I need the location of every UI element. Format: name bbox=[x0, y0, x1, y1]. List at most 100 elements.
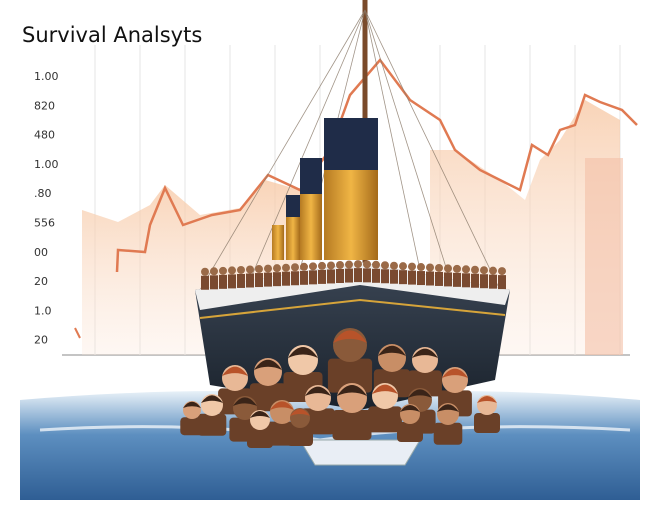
passenger bbox=[300, 262, 308, 271]
passenger-body bbox=[381, 269, 389, 284]
person-hair bbox=[201, 395, 223, 403]
passenger bbox=[417, 263, 425, 272]
y-label: 1.00 bbox=[34, 70, 59, 83]
passenger-body bbox=[435, 271, 443, 286]
passenger-body bbox=[480, 274, 488, 289]
passenger bbox=[282, 263, 290, 272]
person-hair bbox=[333, 330, 367, 343]
person-body bbox=[368, 406, 402, 433]
y-label: 00 bbox=[34, 246, 48, 259]
passenger-body bbox=[219, 274, 227, 289]
passenger-body bbox=[462, 273, 470, 288]
person-hair bbox=[378, 345, 406, 356]
chart-title: Survival Analsyts bbox=[22, 23, 202, 47]
person-body bbox=[247, 428, 273, 448]
passenger-body bbox=[426, 271, 434, 286]
passenger bbox=[390, 261, 398, 270]
passenger-body bbox=[390, 269, 398, 284]
person-hair bbox=[412, 348, 438, 358]
passenger bbox=[345, 260, 353, 269]
person-body bbox=[287, 426, 313, 446]
passenger-body bbox=[264, 272, 272, 287]
crowd-deck bbox=[201, 260, 506, 290]
passenger bbox=[372, 260, 380, 269]
person-body bbox=[180, 417, 204, 436]
passenger bbox=[201, 267, 209, 276]
passenger-body bbox=[453, 272, 461, 287]
passenger bbox=[219, 266, 227, 275]
passenger-body bbox=[291, 271, 299, 286]
passenger bbox=[462, 265, 470, 274]
passenger bbox=[309, 262, 317, 271]
ship bbox=[180, 0, 510, 466]
y-label: 556 bbox=[34, 217, 55, 230]
passenger bbox=[480, 266, 488, 275]
passenger bbox=[264, 264, 272, 273]
bar-shade bbox=[585, 158, 623, 355]
person-hair bbox=[437, 404, 459, 412]
passenger-body bbox=[372, 268, 380, 283]
passenger bbox=[291, 263, 299, 272]
passenger bbox=[399, 262, 407, 271]
passenger-body bbox=[237, 273, 245, 288]
crowd-front bbox=[180, 328, 500, 448]
rigging bbox=[199, 9, 501, 291]
deck bbox=[195, 262, 510, 310]
trend-stub bbox=[74, 327, 81, 339]
passenger-body bbox=[336, 269, 344, 283]
passenger-body bbox=[354, 268, 362, 283]
y-label: .80 bbox=[34, 187, 52, 200]
passenger bbox=[408, 262, 416, 271]
passenger bbox=[237, 265, 245, 274]
passenger bbox=[327, 261, 335, 270]
person-hair bbox=[305, 386, 331, 396]
passenger-body bbox=[309, 270, 317, 285]
passenger-body bbox=[327, 269, 335, 284]
passenger-body bbox=[417, 271, 425, 286]
person-body bbox=[474, 413, 500, 433]
y-label: 1.0 bbox=[34, 304, 52, 317]
passenger bbox=[255, 265, 263, 274]
passenger-body bbox=[498, 275, 506, 290]
passenger bbox=[228, 266, 236, 275]
passenger-body bbox=[408, 270, 416, 285]
passenger bbox=[471, 265, 479, 274]
person-hair bbox=[288, 347, 318, 358]
person-hair bbox=[408, 389, 432, 398]
passenger bbox=[489, 266, 497, 275]
passenger bbox=[210, 267, 218, 276]
passenger-body bbox=[471, 273, 479, 288]
passenger-body bbox=[300, 270, 308, 285]
y-label: 480 bbox=[34, 129, 55, 142]
person-body bbox=[397, 422, 423, 442]
person-body bbox=[197, 413, 227, 436]
passenger-body bbox=[345, 268, 353, 283]
passenger-body bbox=[228, 274, 236, 289]
passenger-body bbox=[489, 274, 497, 289]
person-hair bbox=[372, 384, 398, 394]
person-hair bbox=[222, 366, 248, 376]
passenger-body bbox=[444, 272, 452, 287]
passenger bbox=[336, 261, 344, 269]
person-hair bbox=[477, 396, 497, 403]
passenger bbox=[273, 264, 281, 273]
passenger bbox=[381, 261, 389, 270]
passenger-body bbox=[210, 275, 218, 290]
person-hair bbox=[400, 405, 420, 412]
passenger bbox=[354, 260, 362, 269]
person-hair bbox=[233, 397, 257, 406]
person-hair bbox=[270, 401, 294, 410]
passenger-body bbox=[255, 273, 263, 288]
person-body bbox=[332, 410, 372, 440]
passenger-body bbox=[363, 268, 371, 283]
passenger bbox=[444, 264, 452, 273]
person-hair bbox=[250, 411, 270, 418]
passenger-body bbox=[246, 273, 254, 288]
person-body bbox=[327, 358, 373, 393]
person-hair bbox=[442, 368, 468, 378]
person-hair bbox=[254, 359, 282, 370]
trend-line bbox=[115, 58, 638, 273]
person-hair bbox=[290, 409, 310, 416]
